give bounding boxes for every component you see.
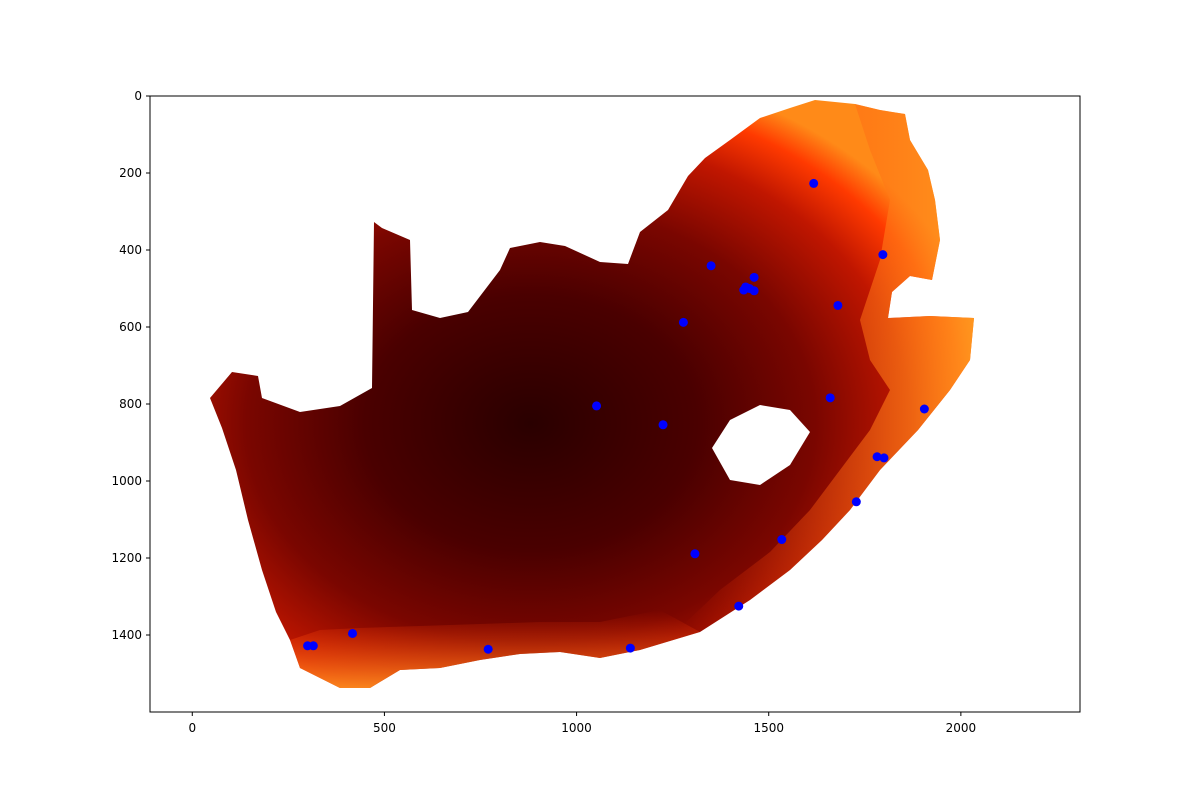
scatter-point [739, 285, 749, 295]
scatter-point [625, 643, 635, 653]
y-tick-label: 0 [134, 89, 142, 103]
scatter-point [749, 286, 759, 296]
scatter-point [483, 644, 493, 654]
heatmap-raster [210, 100, 974, 688]
y-tick-label: 1200 [111, 551, 142, 565]
east-coast-band [680, 104, 974, 632]
scatter-point [690, 549, 700, 559]
y-axis: 0 200 400 600 800 1000 1200 1400 [111, 89, 150, 642]
south-coast-band [290, 610, 700, 688]
x-tick-label: 1000 [561, 721, 592, 735]
scatter-point [734, 601, 744, 611]
scatter-point [879, 453, 889, 463]
y-tick-label: 200 [119, 166, 142, 180]
y-tick-label: 1400 [111, 628, 142, 642]
scatter-point [777, 535, 787, 545]
scatter-point [308, 641, 318, 651]
y-tick-label: 600 [119, 320, 142, 334]
y-tick-label: 400 [119, 243, 142, 257]
x-axis: 0 500 1000 1500 2000 [188, 712, 976, 735]
x-tick-label: 2000 [946, 721, 977, 735]
scatter-point [592, 401, 602, 411]
scatter-point [825, 393, 835, 403]
y-tick-label: 800 [119, 397, 142, 411]
scatter-point [749, 272, 759, 282]
scatter-point [851, 497, 861, 507]
scatter-points [303, 178, 929, 654]
y-tick-label: 1000 [111, 474, 142, 488]
scatter-point [878, 250, 888, 260]
x-tick-label: 1500 [753, 721, 784, 735]
scatter-point [809, 178, 819, 188]
land-mass [210, 100, 974, 688]
lesotho-hole [712, 405, 810, 485]
scatter-point [658, 420, 668, 430]
scatter-point [919, 404, 929, 414]
scatter-point [833, 300, 843, 310]
scatter-point [678, 317, 688, 327]
scatter-point [872, 452, 882, 462]
scatter-point [706, 261, 716, 271]
x-tick-label: 500 [373, 721, 396, 735]
x-tick-label: 0 [188, 721, 196, 735]
scatter-point [348, 628, 358, 638]
